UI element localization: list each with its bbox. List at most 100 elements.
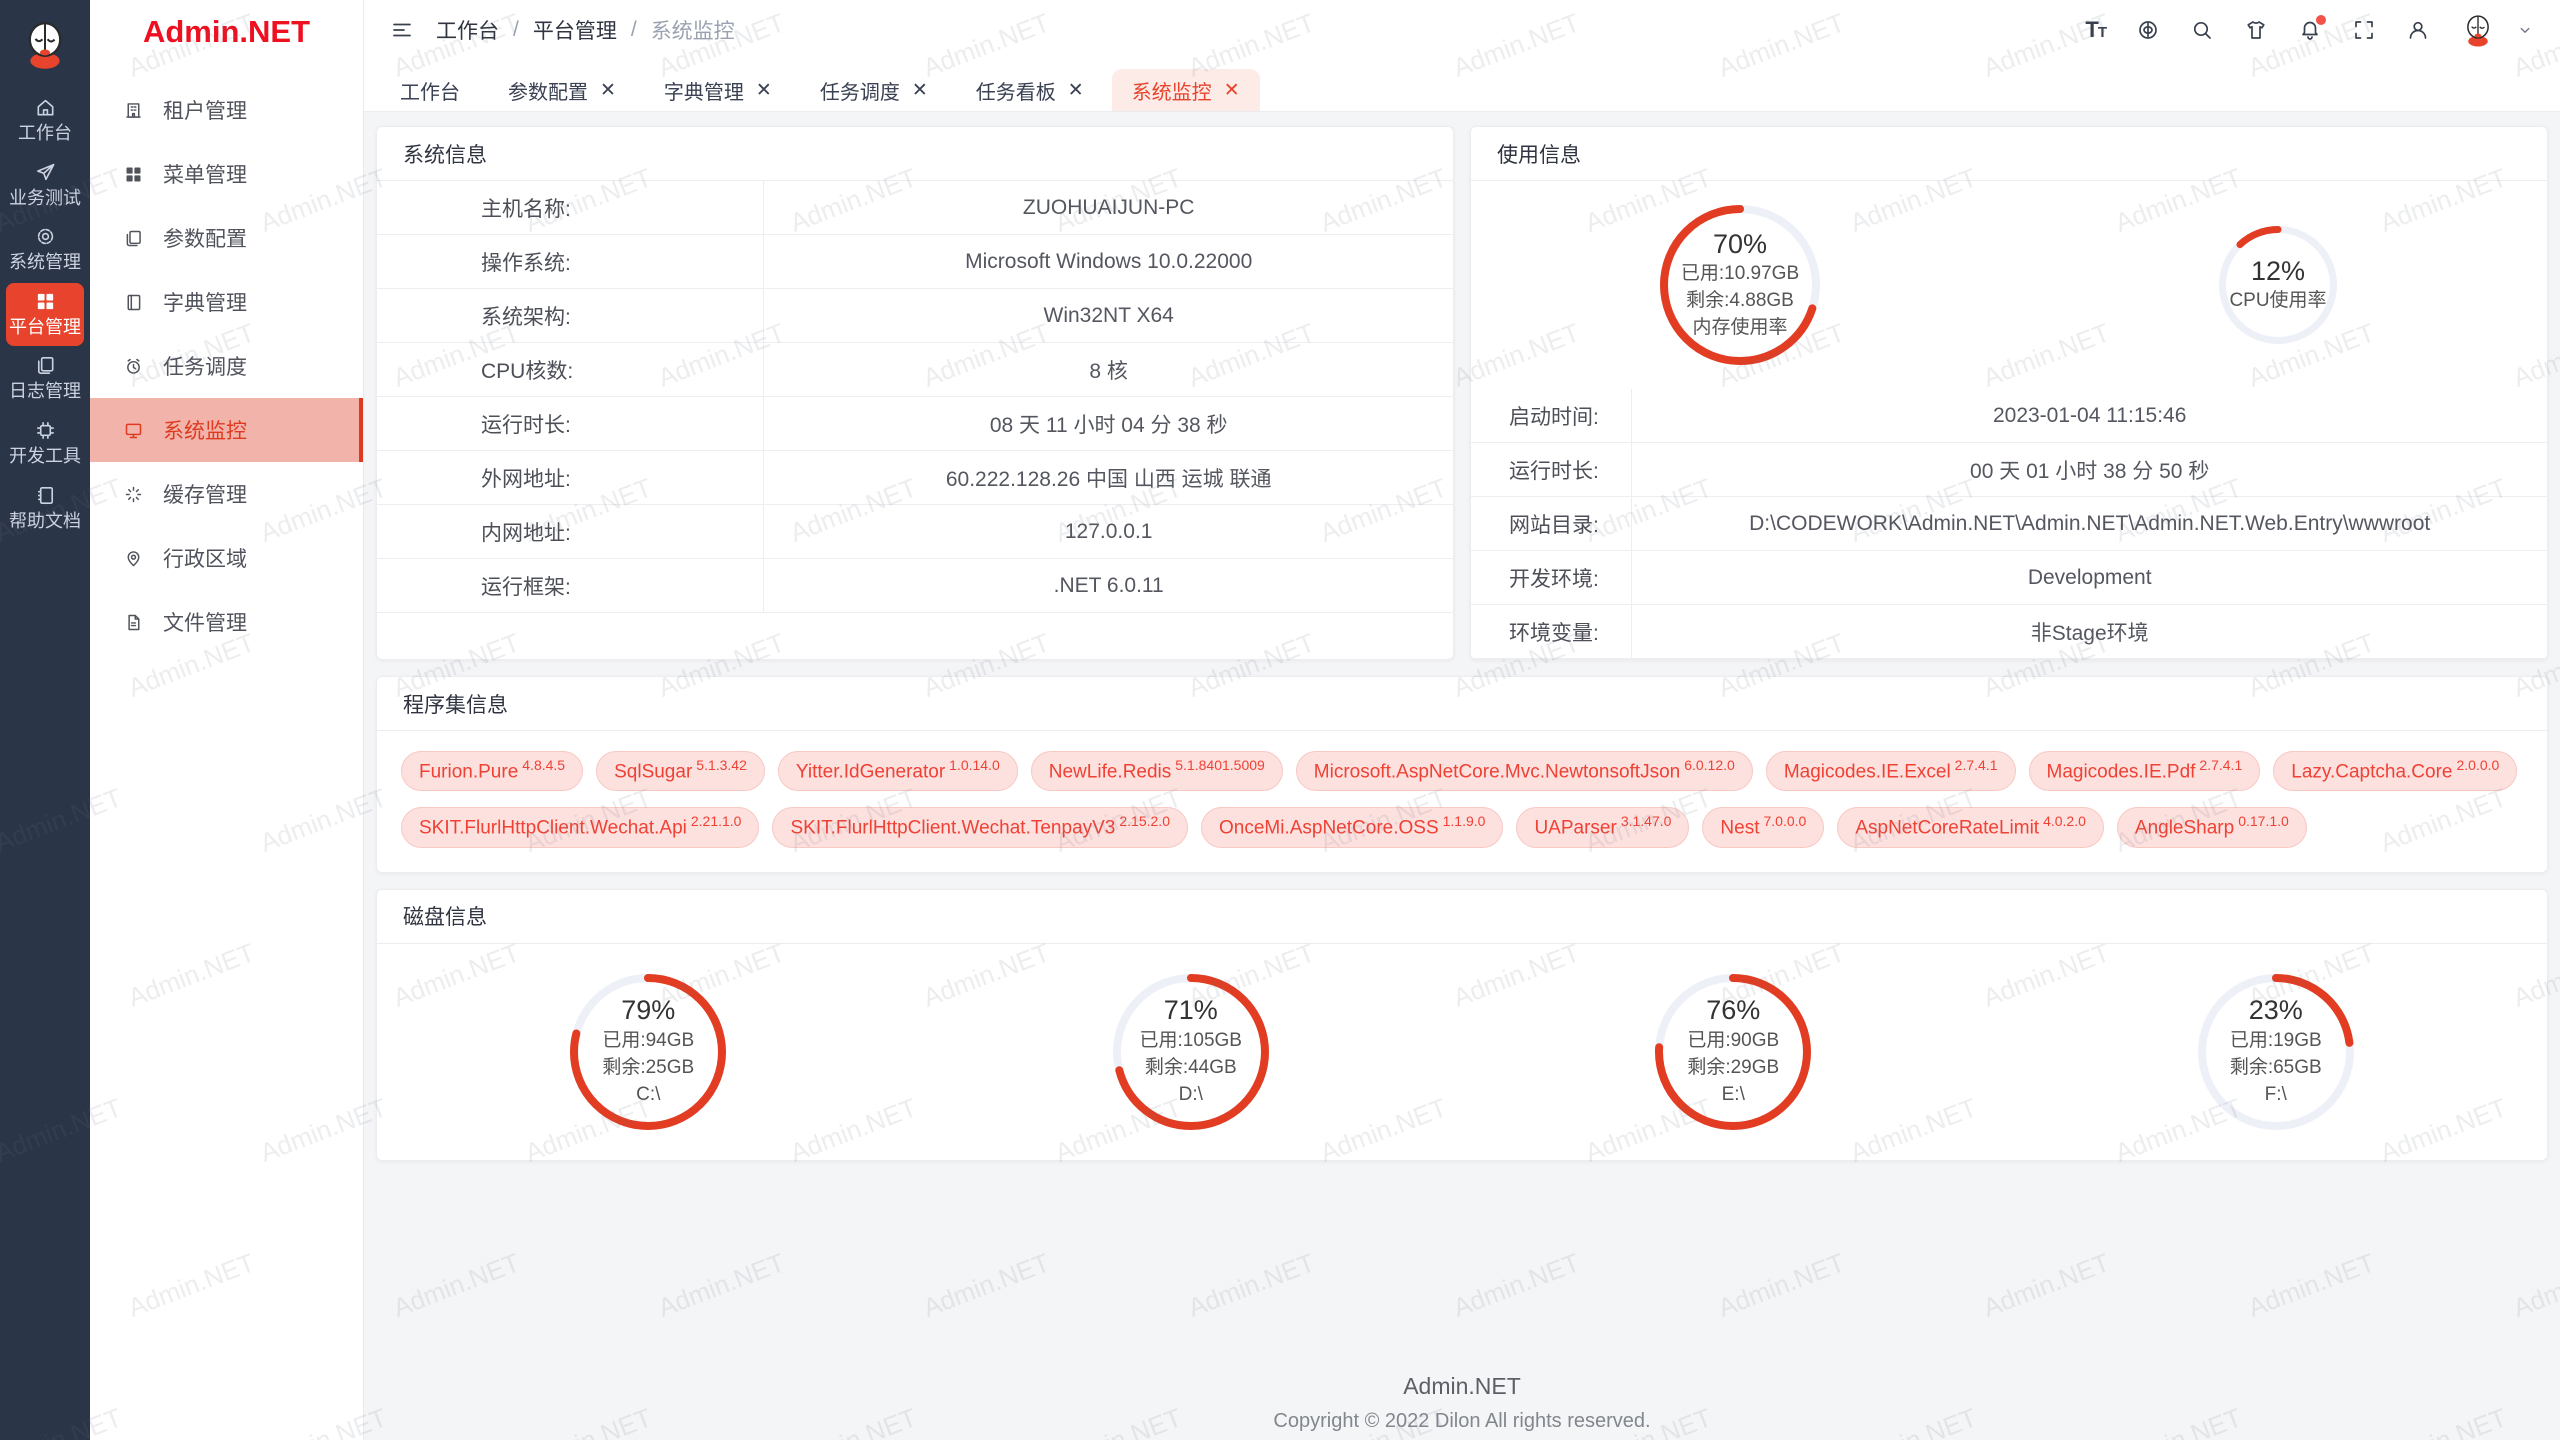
file-icon	[128, 614, 140, 630]
row-value: 8 核	[1089, 359, 1128, 383]
assembly-version: 1.0.14.0	[949, 757, 1000, 773]
tab-param-config[interactable]: 参数配置 ✕	[488, 69, 636, 111]
rail-item-platform-mgmt[interactable]: 平台管理	[6, 282, 84, 347]
assembly-name: AspNetCoreRateLimit	[1855, 817, 2040, 839]
theme-button[interactable]	[2244, 18, 2268, 42]
notification-button[interactable]	[2298, 15, 2326, 42]
assembly-version: 4.8.4.5	[522, 757, 566, 773]
tab-close-icon[interactable]: ✕	[911, 79, 928, 101]
rail-item-log-mgmt[interactable]: 日志管理	[6, 347, 84, 411]
system-info-row-uptime: 运行时长: 08 天 11 小时 04 分 38 秒	[377, 397, 1453, 451]
tab-close-icon[interactable]: ✕	[755, 79, 772, 101]
system-info-rows: 主机名称: ZUOHUAIJUN-PC 操作系统: Microsoft Wind…	[377, 181, 1453, 613]
sidebar-item-admin-region[interactable]: 行政区域	[90, 526, 363, 590]
breadcrumb-item[interactable]: 平台管理	[532, 20, 617, 43]
gauge-ring	[570, 973, 727, 1130]
assembly-tag: AngleSharp 0.17.1.0	[2116, 807, 2307, 848]
gauge-ring	[2197, 973, 2354, 1130]
tab-task-board[interactable]: 任务看板 ✕	[956, 69, 1104, 111]
gauge-label: 内存使用率	[1692, 317, 1788, 339]
grid-icon	[37, 293, 53, 309]
page-footer: Admin.NET Copyright © 2022 Dilon All rig…	[376, 1373, 2548, 1433]
logs-icon	[126, 230, 141, 246]
assemblies-card: 程序集信息 Furion.Pure 4.8.4.5 SqlSugar 5.1.3.4…	[376, 676, 2548, 873]
row-label: 主机名称:	[377, 181, 765, 234]
chevron-down-icon	[2520, 27, 2530, 33]
usage-info-card: 使用信息 70% 已用:10.97GB 剩余:4.88GB 内存使用率 12% C…	[1470, 126, 2548, 660]
font-size-icon[interactable]: TT	[2085, 17, 2107, 42]
gauge-percent: 79%	[621, 995, 676, 1026]
disk-info-card: 磁盘信息 79% 已用:94GB 剩余:25GB C:\ 71% 已用:105GB…	[376, 888, 2548, 1161]
sidebar-item-dict-mgmt[interactable]: 字典管理	[90, 270, 363, 334]
system-info-row-arch: 系统架构: Win32NT X64	[377, 289, 1453, 343]
fullscreen-button[interactable]	[2352, 18, 2376, 42]
sidebar-item-label: 字典管理	[163, 292, 247, 315]
rail-item-system-mgmt[interactable]: 系统管理	[6, 218, 84, 282]
row-label: 运行时长:	[1471, 443, 1633, 496]
breadcrumb: 工作台 / 平台管理 / 系统监控	[436, 15, 735, 45]
user-icon	[2409, 21, 2427, 39]
assembly-tag: Yitter.IdGenerator 1.0.14.0	[777, 751, 1018, 792]
search-button[interactable]	[2190, 18, 2214, 42]
assembly-version: 2.15.2.0	[1119, 813, 1170, 830]
language-button[interactable]	[2136, 18, 2160, 42]
sidebar-item-label: 缓存管理	[163, 484, 247, 507]
gauge-ring	[1655, 973, 1812, 1130]
tab-dict-mgmt[interactable]: 字典管理 ✕	[644, 69, 792, 111]
gauge-cell: 12% CPU使用率	[2009, 224, 2547, 346]
gauge-label: CPU使用率	[2229, 290, 2327, 312]
row-label: 外网地址:	[377, 451, 765, 504]
collapse-menu-icon[interactable]	[390, 18, 414, 42]
topbar: 工作台 / 平台管理 / 系统监控 TT	[364, 0, 2560, 60]
notification-badge	[2316, 15, 2326, 25]
sidebar-item-label: 系统监控	[163, 420, 247, 443]
assembly-name: Magicodes.IE.Excel	[1783, 761, 1951, 783]
assembly-tag: SqlSugar 5.1.3.42	[596, 751, 765, 792]
monitor-icon	[125, 423, 142, 438]
tab-system-monitor[interactable]: 系统监控 ✕	[1111, 69, 1260, 111]
user-menu[interactable]	[2460, 12, 2534, 48]
rail-item-workbench[interactable]: 工作台	[6, 89, 84, 153]
tenant-icon	[126, 102, 141, 118]
assembly-name: Furion.Pure	[419, 761, 519, 783]
user-button[interactable]	[2406, 18, 2430, 42]
tab-workbench[interactable]: 工作台	[380, 69, 480, 111]
rail-item-business-test[interactable]: 业务测试	[6, 154, 84, 218]
send-icon	[36, 163, 54, 180]
sidebar-item-param-config[interactable]: 参数配置	[90, 206, 363, 270]
sidebar-item-tenant-mgmt[interactable]: 租户管理	[90, 78, 363, 142]
rail-item-label: 平台管理	[9, 316, 81, 337]
tab-label: 字典管理	[663, 81, 744, 104]
rail-item-help-docs[interactable]: 帮助文档	[6, 477, 84, 541]
breadcrumb-item: 系统监控	[650, 20, 735, 43]
system-info-row-cpu-cores: CPU核数: 8 核	[377, 343, 1453, 397]
book-icon	[37, 486, 53, 504]
gauge-ring	[1112, 973, 1269, 1130]
breadcrumb-item[interactable]: 工作台	[436, 20, 499, 43]
sidebar-item-label: 行政区域	[163, 548, 247, 571]
row-value: Microsoft Windows 10.0.22000	[965, 249, 1253, 273]
assembly-version: 5.1.3.42	[696, 757, 747, 773]
sidebar-item-system-monitor[interactable]: 系统监控	[90, 398, 363, 462]
gauge-disk-c: 79% 已用:94GB 剩余:25GB C:\	[568, 972, 728, 1132]
sidebar-item-label: 菜单管理	[163, 164, 247, 187]
assembly-name: SKIT.FlurlHttpClient.Wechat.Api	[419, 817, 687, 839]
tab-close-icon[interactable]: ✕	[1223, 79, 1240, 101]
sidebar-item-cache-mgmt[interactable]: 缓存管理	[90, 462, 363, 526]
tab-label: 工作台	[400, 81, 460, 104]
sidebar-item-menu-mgmt[interactable]: 菜单管理	[90, 142, 363, 206]
sidebar-item-task-schedule[interactable]: 任务调度	[90, 334, 363, 398]
primary-sidebar: 工作台 业务测试 系统管理 平台管理 日志管理 开发工具 帮助文档	[0, 0, 90, 1440]
rail-item-dev-tools[interactable]: 开发工具	[6, 412, 84, 476]
gauge-label: E:\	[1721, 1084, 1745, 1106]
tab-close-icon[interactable]: ✕	[1067, 79, 1084, 101]
sidebar-item-file-mgmt[interactable]: 文件管理	[90, 590, 363, 654]
avatar	[2460, 12, 2496, 48]
usage-info-row-start-time: 启动时间: 2023-01-04 11:15:46	[1471, 389, 2547, 443]
tab-task-schedule[interactable]: 任务调度 ✕	[800, 69, 948, 111]
topbar-actions: TT	[2085, 12, 2534, 48]
row-value: Win32NT X64	[1043, 303, 1174, 327]
tab-close-icon[interactable]: ✕	[600, 79, 616, 101]
gauge-detail: 已用:10.97GB	[1680, 263, 1800, 285]
